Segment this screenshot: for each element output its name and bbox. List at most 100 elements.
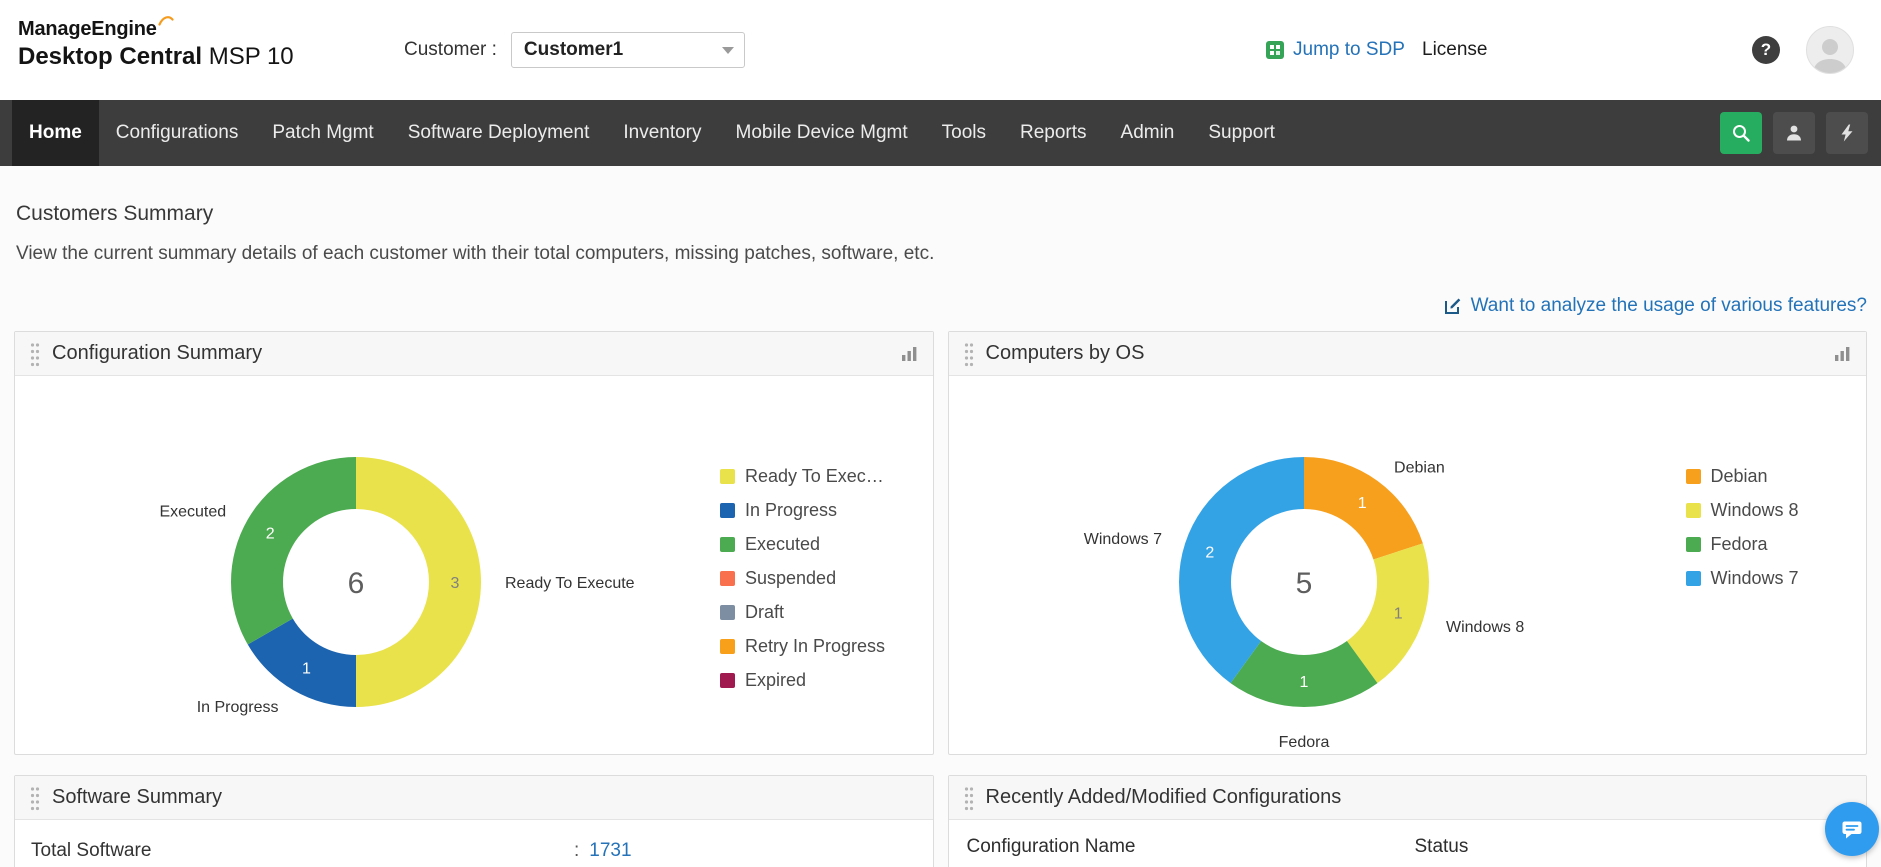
card-title: Recently Added/Modified Configurations	[985, 786, 1342, 808]
legend-label: Retry In Progress	[745, 636, 886, 656]
card-title: Software Summary	[52, 786, 223, 808]
configuration-summary-donut: 3 Ready To Execute 1 In Progress 2 Executed 6	[159, 457, 635, 716]
separator: :	[574, 840, 580, 861]
person-icon	[1787, 125, 1801, 141]
card-header: Software Summary	[15, 776, 933, 820]
drag-handle-icon[interactable]	[29, 341, 41, 367]
legend-label: In Progress	[745, 500, 838, 520]
legend-label: Expired	[745, 670, 807, 690]
chevron-down-icon	[721, 46, 734, 54]
drag-handle-icon[interactable]	[29, 785, 41, 811]
table-header: Configuration Name Status	[949, 820, 1867, 858]
card-title: Configuration Summary	[52, 342, 263, 364]
recent-configurations-card: Recently Added/Modified Configurations C…	[947, 775, 1867, 867]
legend-item-fedora[interactable]: Fedora	[1685, 534, 1799, 555]
sdp-icon	[1266, 41, 1284, 59]
legend-swatch	[1685, 503, 1701, 518]
license-link[interactable]: License	[1422, 39, 1488, 60]
drag-handle-icon[interactable]	[963, 785, 975, 811]
main-navigation: Home Configurations Patch Mgmt Software Dep…	[0, 100, 1881, 166]
slice-label: In Progress	[197, 699, 279, 716]
customer-label: Customer :	[404, 39, 497, 60]
legend-item-windows-8[interactable]: Windows 8	[1685, 500, 1799, 521]
legend-swatch	[720, 673, 735, 688]
slice-value: 2	[266, 526, 275, 543]
donut-slice-windows-7[interactable]	[1178, 457, 1304, 684]
legend-swatch	[1685, 469, 1701, 484]
legend-label: Draft	[745, 602, 785, 622]
user-button[interactable]	[1773, 112, 1815, 154]
nav-item-patch-mgmt[interactable]: Patch Mgmt	[272, 122, 374, 143]
nav-item-mobile-device-mgmt[interactable]: Mobile Device Mgmt	[735, 122, 908, 143]
legend-item-executed[interactable]: Executed	[720, 534, 885, 555]
slice-label: Windows 7	[1083, 531, 1161, 548]
software-summary-card: Software Summary Total Software : 1731	[14, 775, 934, 867]
card-title: Computers by OS	[985, 342, 1145, 364]
legend-swatch	[720, 537, 735, 552]
legend-item-debian[interactable]: Debian	[1685, 466, 1799, 487]
nav-item-tools[interactable]: Tools	[941, 122, 986, 143]
legend-item-windows-7[interactable]: Windows 7	[1685, 568, 1799, 589]
donut-slice-debian[interactable]	[1303, 457, 1423, 560]
legend-label: Ready To Exec…	[745, 466, 884, 486]
configuration-summary-card: Configuration Summary 3 Ready To Execute 1…	[14, 331, 934, 755]
lightning-icon	[1841, 124, 1853, 142]
legend-item-expired[interactable]: Expired	[720, 670, 885, 691]
legend-label: Suspended	[745, 568, 837, 588]
chat-button[interactable]	[1825, 802, 1879, 856]
manageengine-logo: ManageEngine Desktop Central MSP 10	[18, 16, 294, 71]
nav-item-support[interactable]: Support	[1208, 122, 1275, 143]
chat-icon	[1842, 821, 1862, 839]
card-header: Configuration Summary	[15, 332, 933, 376]
bar-chart-icon[interactable]	[901, 346, 919, 362]
customer-dropdown-value: Customer1	[523, 39, 624, 60]
search-button[interactable]	[1720, 112, 1762, 154]
legend-item-draft[interactable]: Draft	[720, 602, 885, 623]
donut-slice-executed[interactable]	[230, 457, 356, 645]
legend-swatch	[1685, 537, 1701, 552]
legend-item-ready-to-exec[interactable]: Ready To Exec…	[720, 466, 885, 487]
legend-item-retry-in-progress[interactable]: Retry In Progress	[720, 636, 885, 657]
nav-item-admin[interactable]: Admin	[1120, 122, 1175, 143]
slice-label: Executed	[159, 504, 226, 521]
donut-center-total: 5	[1295, 567, 1312, 600]
legend-swatch	[720, 605, 735, 620]
feature-usage-link[interactable]: Want to analyze the usage of various fea…	[1470, 295, 1867, 316]
donut-slice-ready-to-execute[interactable]	[356, 457, 481, 707]
card-body: Total Software : 1731	[15, 820, 933, 867]
column-status: Status	[1414, 836, 1469, 857]
card-body: Configuration Name Status	[949, 820, 1867, 867]
main-nav: Home Configurations Patch Mgmt Software Dep…	[12, 100, 1292, 166]
nav-item-reports[interactable]: Reports	[1019, 122, 1087, 143]
donut-slice-windows-8[interactable]	[1346, 543, 1429, 684]
logo-swoosh-icon	[158, 16, 174, 26]
user-avatar[interactable]	[1806, 26, 1854, 74]
card-header: Recently Added/Modified Configurations	[948, 776, 1866, 820]
nav-item-configurations[interactable]: Configurations	[115, 122, 239, 143]
nav-item-inventory[interactable]: Inventory	[623, 122, 702, 143]
computers-by-os-donut: 1 Debian 1 Windows 8 1 Fedora 2 Windows 7 5	[1083, 457, 1524, 751]
legend-item-suspended[interactable]: Suspended	[720, 568, 885, 589]
donut-slice-fedora[interactable]	[1230, 641, 1377, 707]
help-button[interactable]: ?	[1752, 36, 1780, 64]
software-total-value-link[interactable]: 1731	[589, 840, 632, 861]
logo-brand: ManageEngine	[18, 16, 294, 41]
question-mark-icon: ?	[1760, 40, 1772, 59]
logo-brand-text: ManageEngine	[18, 18, 157, 40]
card-body: 1 Debian 1 Windows 8 1 Fedora 2 Windows 7 5 Debi…	[949, 376, 1867, 753]
feature-usage-row: Want to analyze the usage of various fea…	[14, 295, 1867, 317]
nav-item-home[interactable]: Home	[12, 100, 99, 166]
donut-center-total: 6	[348, 567, 365, 600]
drag-handle-icon[interactable]	[963, 341, 975, 367]
quick-actions-button[interactable]	[1826, 112, 1868, 154]
nav-action-buttons	[1720, 112, 1868, 154]
donut-slice-in-progress[interactable]	[247, 618, 356, 708]
bar-chart-icon[interactable]	[1834, 346, 1852, 362]
jump-to-sdp-link[interactable]: Jump to SDP	[1265, 39, 1405, 61]
slice-value: 3	[451, 575, 460, 592]
main-content: Customers Summary View the current summa…	[0, 202, 1881, 867]
nav-item-software-deployment[interactable]: Software Deployment	[407, 122, 590, 143]
slice-value: 1	[302, 661, 311, 678]
customer-dropdown[interactable]: Customer1	[510, 32, 745, 68]
legend-item-in-progress[interactable]: In Progress	[720, 500, 885, 521]
